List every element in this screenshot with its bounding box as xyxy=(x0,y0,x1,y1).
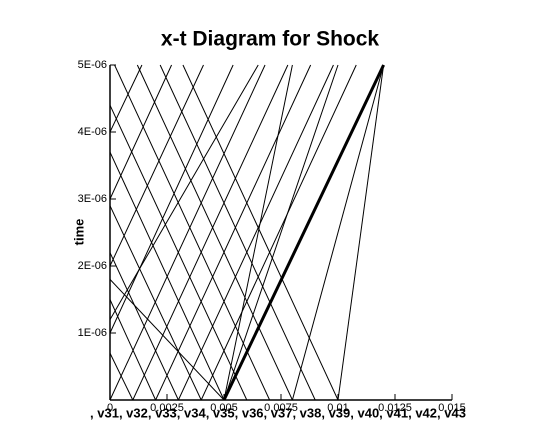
characteristic-line xyxy=(109,279,225,401)
characteristic-line xyxy=(223,64,339,401)
y-tick-label: 1E-06 xyxy=(78,327,107,339)
characteristic-line xyxy=(109,64,204,267)
characteristic-line xyxy=(337,64,385,401)
characteristic-line xyxy=(182,64,339,401)
x-tick-label: 0.01 xyxy=(327,402,348,414)
x-tick-label: 0.0075 xyxy=(264,402,298,414)
y-tick-label: 4E-06 xyxy=(78,126,107,138)
y-tick-label: 2E-06 xyxy=(78,260,107,272)
characteristic-line xyxy=(223,64,293,401)
characteristic-line xyxy=(109,64,266,401)
y-tick-label: 3E-06 xyxy=(78,193,107,205)
characteristic-line xyxy=(109,205,202,401)
x-tick-label: 0.015 xyxy=(438,402,466,414)
characteristic-line xyxy=(109,104,248,401)
characteristic-line xyxy=(109,252,179,401)
characteristic-line xyxy=(109,299,157,401)
characteristic-line xyxy=(109,64,234,334)
y-axis-label: time xyxy=(71,219,86,246)
chart-title: x-t Diagram for Shock xyxy=(161,28,380,51)
x-tick-label: 0.0125 xyxy=(378,402,412,414)
characteristic-line xyxy=(109,64,173,200)
x-tick-label: 0.005 xyxy=(210,402,238,414)
characteristic-line xyxy=(177,64,334,401)
x-tick-label: 0.0025 xyxy=(150,402,184,414)
x-axis-label: , v31, v32, v33, v34, v35, v36, v37, v38… xyxy=(90,405,466,420)
y-tick-label: 5E-06 xyxy=(78,59,107,71)
characteristic-line xyxy=(114,64,271,401)
x-tick-label: 0 xyxy=(107,402,113,414)
characteristic-line xyxy=(109,151,225,401)
characteristic-line xyxy=(291,64,385,401)
characteristic-line xyxy=(132,64,289,401)
characteristic-line xyxy=(136,64,293,401)
characteristic-line xyxy=(155,64,312,401)
plot-area xyxy=(109,64,385,401)
characteristic-line xyxy=(109,352,134,401)
characteristic-line xyxy=(200,64,357,401)
characteristic-line xyxy=(109,64,259,320)
characteristic-line xyxy=(159,64,316,401)
characteristic-line xyxy=(222,64,385,401)
characteristic-line xyxy=(109,64,143,133)
